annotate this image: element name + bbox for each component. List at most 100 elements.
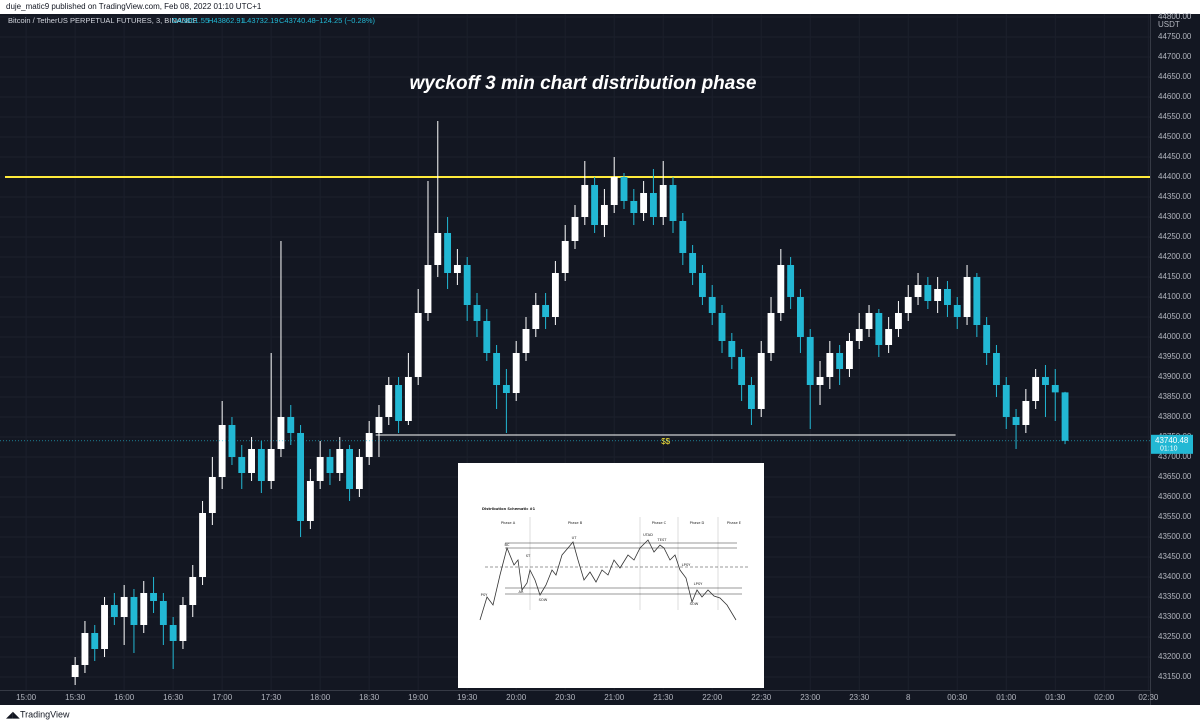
y-tick-label: 44150.00 <box>1158 272 1192 281</box>
candle-body <box>179 605 187 641</box>
symbol: Bitcoin / TetherUS PERPETUAL FUTURES, 3,… <box>8 16 198 25</box>
x-tick-label: 22:00 <box>702 693 723 702</box>
candle-body <box>865 313 873 329</box>
candles <box>0 121 1150 685</box>
last-time-label: 01:10 <box>1160 446 1178 453</box>
level-label: $$ <box>661 437 670 446</box>
candle-body <box>453 265 461 273</box>
phase-label: Phase C <box>652 521 667 525</box>
candle-body <box>846 341 853 369</box>
candle-body <box>522 329 530 353</box>
candle-body <box>287 417 295 433</box>
event-label: BC <box>505 543 510 547</box>
candle-body <box>738 357 746 385</box>
y-tick-label: 43300.00 <box>1158 612 1192 621</box>
candle-body <box>904 297 912 313</box>
candle-body <box>71 665 79 677</box>
x-tick-label: 02:30 <box>1138 693 1159 702</box>
candle-body <box>316 457 324 481</box>
inset-title: Distribution Schematic #1 <box>482 507 536 511</box>
candle-body <box>679 221 687 253</box>
candle-body <box>816 377 824 385</box>
y-tick-label: 43800.00 <box>1158 412 1192 421</box>
x-tick-label: 18:30 <box>359 693 380 702</box>
x-tick-label: 00:30 <box>947 693 968 702</box>
candle-body <box>718 313 726 341</box>
candle-body <box>1012 417 1020 425</box>
candle-body <box>130 597 138 625</box>
candle-body <box>561 241 569 273</box>
candle-body <box>365 433 373 457</box>
candle-body <box>473 305 481 321</box>
x-tick-label: 17:30 <box>261 693 282 702</box>
chart-title: wyckoff 3 min chart distribution phase <box>410 73 757 94</box>
top-bar <box>0 0 1200 14</box>
candle-body <box>218 425 226 477</box>
candle-body <box>630 201 638 213</box>
candle-body <box>689 253 697 273</box>
candle-body <box>169 625 177 641</box>
y-tick-label: 44350.00 <box>1158 192 1192 201</box>
y-tick-label: 43250.00 <box>1158 632 1192 641</box>
candle-body <box>963 277 971 317</box>
candle-body <box>483 321 491 353</box>
ohlc-high: H43862.91 <box>208 16 245 25</box>
candle-body <box>983 325 991 353</box>
candle-body <box>238 457 246 473</box>
candle-body <box>944 289 951 305</box>
publisher: duje_matic9 published on TradingView.com… <box>6 2 262 11</box>
candle-body <box>875 313 883 345</box>
candle-body <box>199 513 206 577</box>
candle-body <box>953 305 961 317</box>
candle-body <box>424 265 432 313</box>
phase-label: Phase A <box>501 521 516 525</box>
x-tick-label: 16:30 <box>163 693 184 702</box>
x-tick-label: 23:00 <box>800 693 821 702</box>
x-tick-label: 19:30 <box>457 693 478 702</box>
candle-body <box>934 289 942 301</box>
y-tick-label: 43150.00 <box>1158 672 1192 681</box>
candle-body <box>796 297 804 337</box>
candle-body <box>493 353 501 385</box>
candle-body <box>757 353 765 409</box>
x-tick-label: 17:00 <box>212 693 233 702</box>
candle-body <box>110 605 118 617</box>
candle-body <box>444 233 452 273</box>
inset-image: Distribution Schematic #1 Phase A Phase … <box>458 463 764 688</box>
y-tick-label: 43600.00 <box>1158 492 1192 501</box>
candle-body <box>708 297 716 313</box>
last-price-label: 43740.48 <box>1155 436 1189 445</box>
x-tick-label: 20:00 <box>506 693 527 702</box>
event-label: PSY <box>481 593 488 597</box>
candle-body <box>1061 392 1069 441</box>
event-label: LPSY <box>694 582 703 586</box>
schematic-path <box>479 539 737 621</box>
axes: 44800.00 44750.00 44700.00 44650.00 44600.00… <box>16 12 1193 702</box>
x-tick-label: 01:00 <box>996 693 1017 702</box>
ohlc-change: −124.25 (−0.28%) <box>315 16 376 25</box>
candle-body <box>551 273 559 317</box>
candle-body <box>747 385 755 409</box>
x-tick-label: 01:30 <box>1045 693 1066 702</box>
candle-body <box>81 633 89 665</box>
event-label: SOW <box>539 598 548 602</box>
candle-body <box>610 177 618 205</box>
inset-background <box>458 463 764 688</box>
candle-body <box>973 277 981 325</box>
candle-body <box>806 337 814 385</box>
candle-body <box>512 353 520 393</box>
candle-body <box>306 481 314 521</box>
x-tick-label: 20:30 <box>555 693 576 702</box>
y-tick-label: 43950.00 <box>1158 352 1192 361</box>
candle-body <box>728 341 736 357</box>
brand: TradingView <box>20 709 70 719</box>
candle-body <box>297 433 304 521</box>
brand-logo: ◢◣ <box>6 709 20 719</box>
y-tick-label: 44450.00 <box>1158 152 1192 161</box>
candle-body <box>924 285 932 301</box>
x-tick-label: 18:00 <box>310 693 331 702</box>
y-tick-label: 43550.00 <box>1158 512 1192 521</box>
candle-body <box>502 385 510 393</box>
candle-body <box>150 593 157 601</box>
